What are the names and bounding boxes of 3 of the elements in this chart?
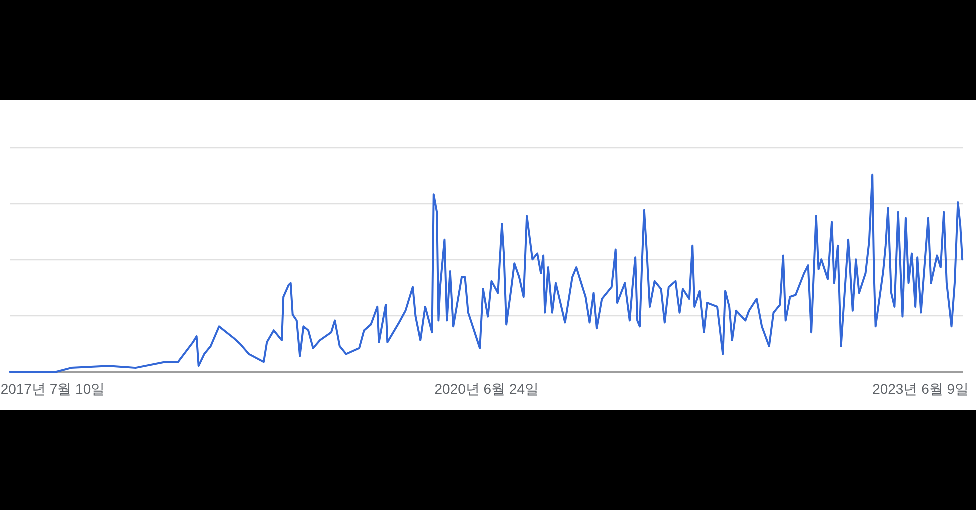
x-tick-label: 2017년 7월 10일 (0, 381, 106, 397)
x-tick-label: 2020년 6월 24일 (434, 381, 540, 397)
x-tick-label: 2023년 6월 9일 (872, 381, 970, 397)
